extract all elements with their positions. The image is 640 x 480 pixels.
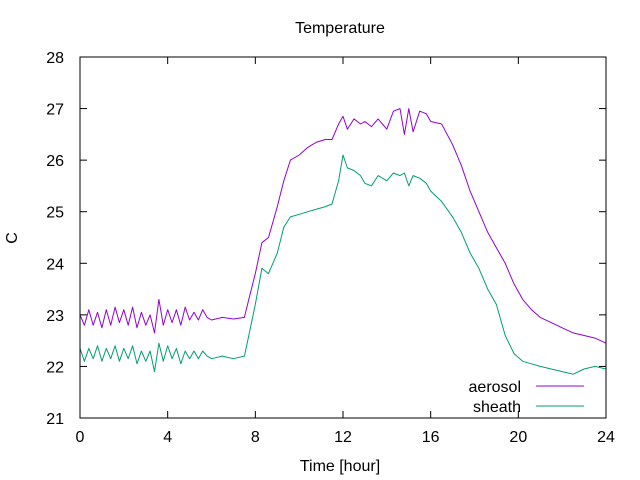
chart-title: Temperature <box>295 20 385 37</box>
x-tick-label: 0 <box>76 429 85 446</box>
legend-label-sheath: sheath <box>473 399 521 416</box>
x-tick-label: 16 <box>422 429 440 446</box>
x-tick-label: 12 <box>334 429 352 446</box>
y-axis-label: C <box>4 232 21 244</box>
x-tick-label: 24 <box>597 429 615 446</box>
y-tick-label: 25 <box>46 205 64 222</box>
series-line-aerosol <box>79 108 607 344</box>
legend: aerosol sheath <box>469 379 584 416</box>
plot-frame <box>79 56 607 419</box>
y-tick-label: 28 <box>46 50 64 67</box>
tick-layer: 0 4 8 12 16 20 24 21 22 23 24 25 26 27 28 <box>46 50 615 446</box>
y-tick-label: 21 <box>46 411 64 428</box>
y-tick-label: 24 <box>46 256 64 273</box>
y-tick-label: 26 <box>46 153 64 170</box>
x-tick-label: 20 <box>509 429 527 446</box>
series-layer <box>79 108 607 375</box>
y-tick-label: 23 <box>46 308 64 325</box>
x-axis-label: Time [hour] <box>300 458 380 475</box>
y-tick-label: 27 <box>46 102 64 119</box>
x-tick-label: 8 <box>251 429 260 446</box>
legend-label-aerosol: aerosol <box>469 379 521 396</box>
y-tick-label: 22 <box>46 359 64 376</box>
x-tick-label: 4 <box>163 429 172 446</box>
series-line-sheath <box>79 154 607 375</box>
